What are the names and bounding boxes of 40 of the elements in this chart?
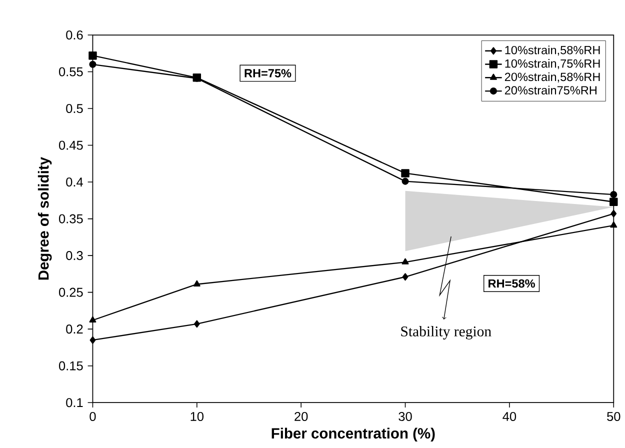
y-tick-label: 0.4 — [66, 177, 83, 186]
y-tick-label: 0.2 — [66, 324, 83, 334]
annotation: Stability region — [401, 326, 492, 340]
point — [610, 198, 618, 206]
x-tick-label: 10 — [190, 412, 204, 421]
point — [401, 169, 410, 178]
point — [402, 273, 408, 281]
point — [193, 280, 200, 286]
x-tick-label: 30 — [398, 412, 412, 421]
y-tick-label: 0.55 — [58, 67, 83, 76]
y-tick-label: 0.25 — [58, 288, 83, 297]
point — [90, 336, 96, 344]
y-tick-label: 0.35 — [58, 214, 83, 224]
legend-label: 10%strain,75%RH — [505, 58, 600, 69]
y-tick-label: 0.1 — [66, 398, 83, 408]
point — [89, 60, 96, 68]
point — [402, 178, 409, 185]
y-tick-label: 0.15 — [58, 361, 83, 370]
y-tick-label: 0.3 — [66, 250, 83, 260]
x-tick-label: 40 — [502, 412, 516, 421]
x-tick-label: 0 — [90, 412, 96, 421]
legend-label: 20%strain75%RH — [504, 86, 596, 94]
y-tick-label: 0.5 — [66, 104, 83, 113]
y-tick-label: 0.6 — [66, 30, 83, 40]
y-tick-label: 0.45 — [58, 140, 83, 150]
point — [402, 258, 409, 264]
point — [88, 51, 97, 60]
point — [194, 320, 200, 328]
point — [89, 316, 96, 322]
point — [610, 221, 618, 228]
point — [610, 190, 618, 198]
legend-label: 10%strain,58%RH — [505, 46, 600, 56]
annotation: RH=75% — [244, 69, 292, 78]
point — [610, 210, 617, 218]
x-axis-title: Fiber concentration (%) — [272, 428, 435, 442]
legend-label: 20%strain,58%RH — [504, 72, 600, 82]
annotation: RH=58% — [488, 279, 535, 288]
x-tick-label: 50 — [607, 412, 620, 421]
y-axis-title: Degree of solidity — [38, 156, 52, 280]
x-tick-label: 20 — [294, 412, 308, 421]
